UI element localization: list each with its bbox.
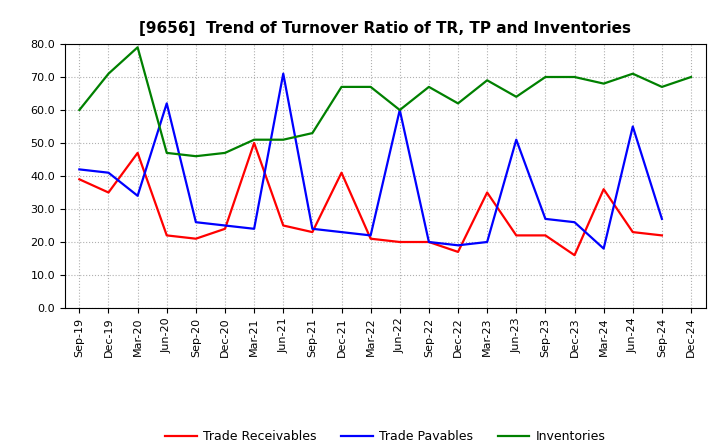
Title: [9656]  Trend of Turnover Ratio of TR, TP and Inventories: [9656] Trend of Turnover Ratio of TR, TP… xyxy=(139,21,631,36)
Legend: Trade Receivables, Trade Payables, Inventories: Trade Receivables, Trade Payables, Inven… xyxy=(161,425,610,440)
